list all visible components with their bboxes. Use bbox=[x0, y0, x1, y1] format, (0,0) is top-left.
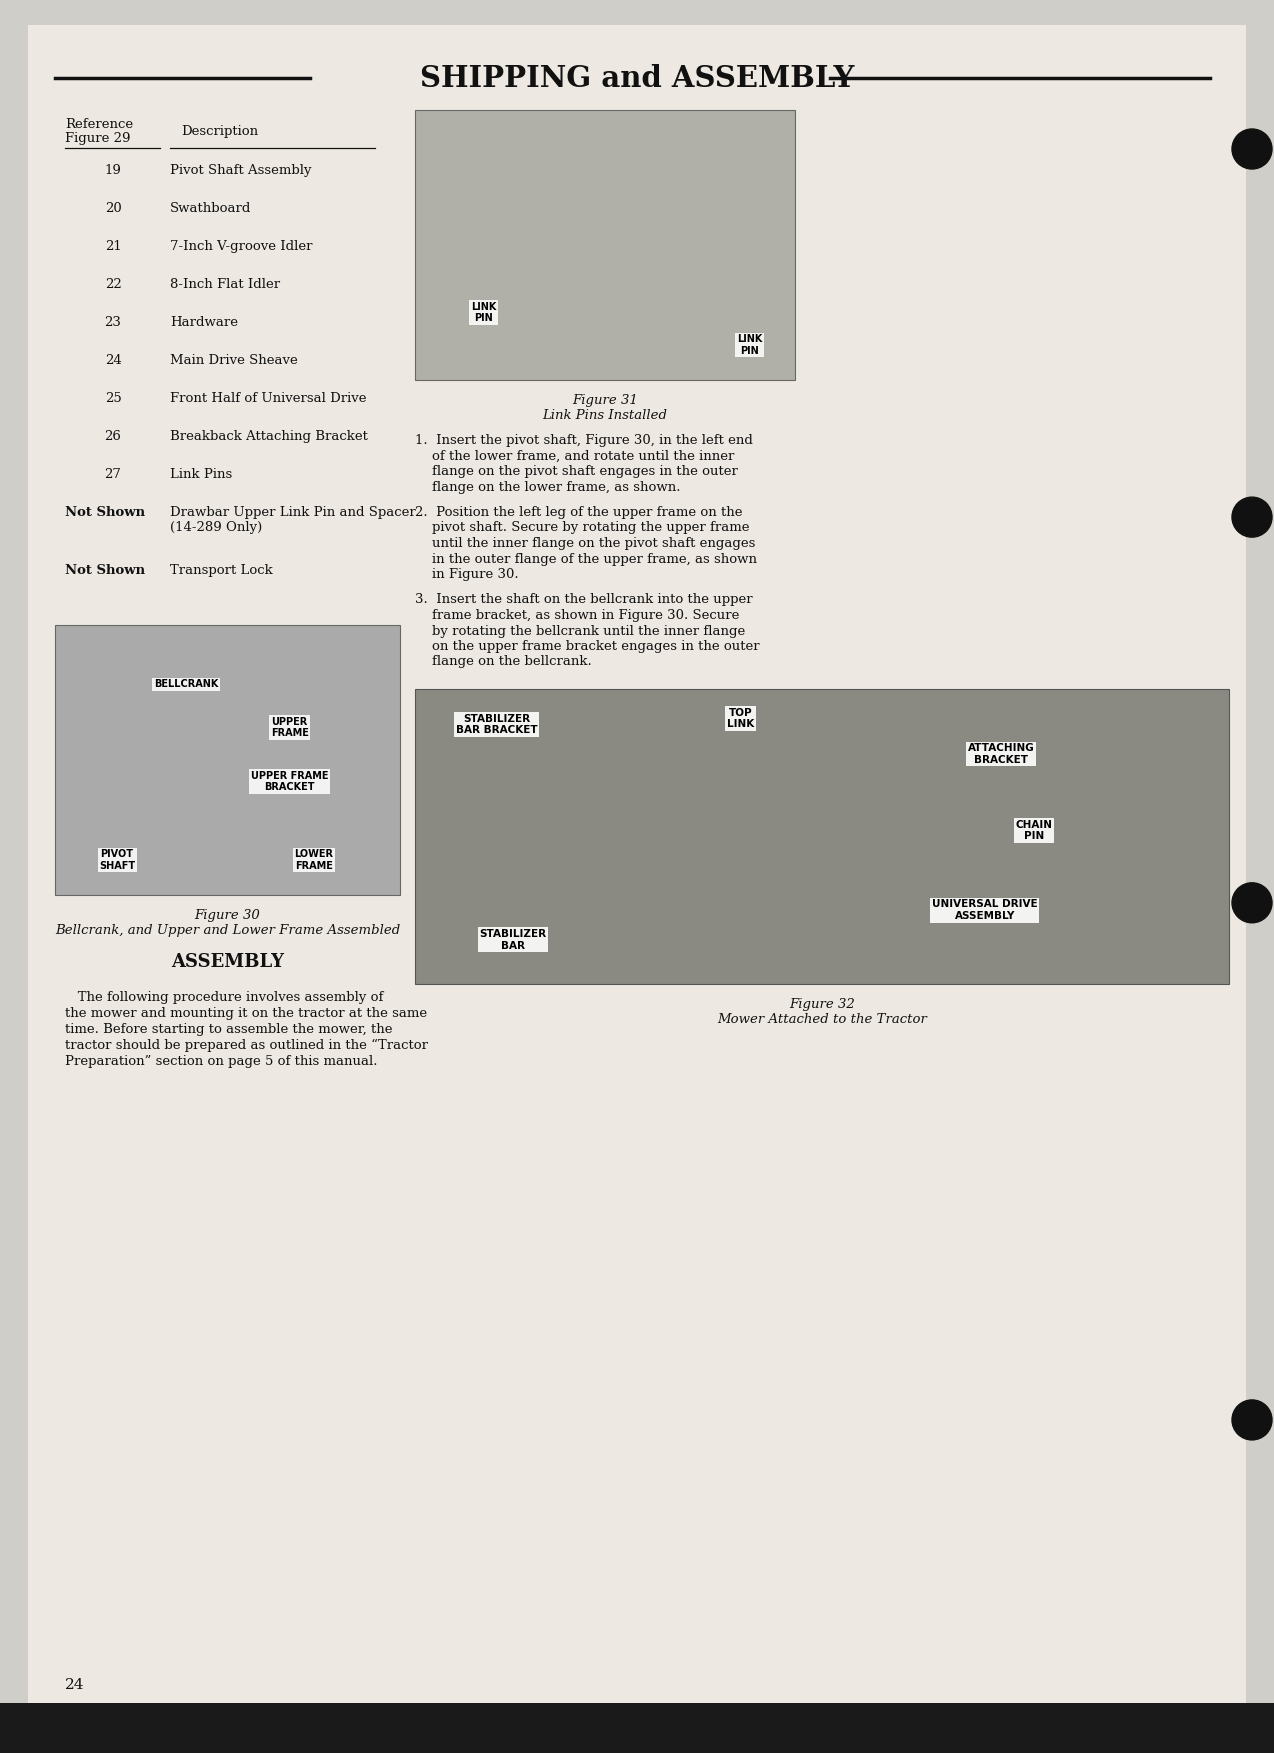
Bar bbox=[0, 1702, 1274, 1753]
Text: in Figure 30.: in Figure 30. bbox=[415, 568, 519, 580]
Text: Figure 29: Figure 29 bbox=[65, 131, 130, 145]
Text: ASSEMBLY: ASSEMBLY bbox=[171, 954, 284, 971]
Text: SHIPPING and ASSEMBLY: SHIPPING and ASSEMBLY bbox=[420, 63, 854, 93]
Bar bbox=[55, 626, 400, 896]
Text: Figure 31: Figure 31 bbox=[572, 394, 638, 407]
Circle shape bbox=[1232, 498, 1271, 536]
Text: Main Drive Sheave: Main Drive Sheave bbox=[169, 354, 298, 366]
Text: flange on the bellcrank.: flange on the bellcrank. bbox=[415, 656, 591, 668]
Text: by rotating the bellcrank until the inner flange: by rotating the bellcrank until the inne… bbox=[415, 624, 745, 638]
Text: STABILIZER
BAR: STABILIZER BAR bbox=[479, 929, 547, 950]
Text: Swathboard: Swathboard bbox=[169, 202, 251, 216]
Text: 20: 20 bbox=[104, 202, 121, 216]
Text: flange on the pivot shaft engages in the outer: flange on the pivot shaft engages in the… bbox=[415, 465, 738, 479]
Text: tractor should be prepared as outlined in the “Tractor: tractor should be prepared as outlined i… bbox=[65, 1040, 428, 1052]
Text: Reference: Reference bbox=[65, 117, 132, 131]
Text: 23: 23 bbox=[104, 316, 121, 330]
Text: Pivot Shaft Assembly: Pivot Shaft Assembly bbox=[169, 165, 312, 177]
Circle shape bbox=[1232, 1401, 1271, 1439]
Text: CHAIN
PIN: CHAIN PIN bbox=[1015, 820, 1052, 841]
Text: PIVOT
SHAFT: PIVOT SHAFT bbox=[99, 848, 135, 871]
Text: 19: 19 bbox=[104, 165, 121, 177]
Text: time. Before starting to assemble the mower, the: time. Before starting to assemble the mo… bbox=[65, 1024, 392, 1036]
Text: 26: 26 bbox=[104, 429, 121, 444]
Text: BELLCRANK: BELLCRANK bbox=[154, 680, 218, 689]
Text: UNIVERSAL DRIVE
ASSEMBLY: UNIVERSAL DRIVE ASSEMBLY bbox=[933, 899, 1037, 920]
Text: 3.  Insert the shaft on the bellcrank into the upper: 3. Insert the shaft on the bellcrank int… bbox=[415, 594, 753, 607]
Circle shape bbox=[1232, 884, 1271, 922]
Text: UPPER
FRAME: UPPER FRAME bbox=[270, 717, 308, 738]
Text: LINK
PIN: LINK PIN bbox=[736, 335, 762, 356]
Bar bbox=[415, 110, 795, 380]
Text: Hardware: Hardware bbox=[169, 316, 238, 330]
Text: 22: 22 bbox=[104, 279, 121, 291]
Circle shape bbox=[1232, 130, 1271, 168]
Text: STABILIZER
BAR BRACKET: STABILIZER BAR BRACKET bbox=[456, 713, 538, 735]
Text: 24: 24 bbox=[65, 1678, 84, 1692]
Text: Link Pins: Link Pins bbox=[169, 468, 232, 480]
Text: 21: 21 bbox=[104, 240, 121, 252]
Text: until the inner flange on the pivot shaft engages: until the inner flange on the pivot shaf… bbox=[415, 536, 755, 550]
Text: UPPER FRAME
BRACKET: UPPER FRAME BRACKET bbox=[251, 771, 329, 792]
Text: of the lower frame, and rotate until the inner: of the lower frame, and rotate until the… bbox=[415, 449, 734, 463]
Text: 25: 25 bbox=[104, 393, 121, 405]
Text: Mower Attached to the Tractor: Mower Attached to the Tractor bbox=[717, 1013, 927, 1026]
Text: Figure 30: Figure 30 bbox=[195, 910, 260, 922]
Text: LOWER
FRAME: LOWER FRAME bbox=[294, 848, 334, 871]
Text: Front Half of Universal Drive: Front Half of Universal Drive bbox=[169, 393, 367, 405]
Text: 1.  Insert the pivot shaft, Figure 30, in the left end: 1. Insert the pivot shaft, Figure 30, in… bbox=[415, 435, 753, 447]
Text: Link Pins Installed: Link Pins Installed bbox=[543, 408, 668, 422]
Text: Description: Description bbox=[181, 124, 259, 138]
Text: Drawbar Upper Link Pin and Spacer: Drawbar Upper Link Pin and Spacer bbox=[169, 507, 415, 519]
Text: Breakback Attaching Bracket: Breakback Attaching Bracket bbox=[169, 429, 368, 444]
Text: 2.  Position the left leg of the upper frame on the: 2. Position the left leg of the upper fr… bbox=[415, 507, 743, 519]
Text: Not Shown: Not Shown bbox=[65, 507, 145, 519]
Text: on the upper frame bracket engages in the outer: on the upper frame bracket engages in th… bbox=[415, 640, 759, 654]
Text: (14-289 Only): (14-289 Only) bbox=[169, 521, 262, 535]
Text: 24: 24 bbox=[104, 354, 121, 366]
Text: pivot shaft. Secure by rotating the upper frame: pivot shaft. Secure by rotating the uppe… bbox=[415, 521, 749, 535]
Text: Not Shown: Not Shown bbox=[65, 564, 145, 577]
Text: TOP
LINK: TOP LINK bbox=[727, 708, 754, 729]
Text: 8-Inch Flat Idler: 8-Inch Flat Idler bbox=[169, 279, 280, 291]
Text: LINK
PIN: LINK PIN bbox=[470, 302, 496, 323]
Text: the mower and mounting it on the tractor at the same: the mower and mounting it on the tractor… bbox=[65, 1006, 427, 1020]
Text: 27: 27 bbox=[104, 468, 121, 480]
Text: 7-Inch V-groove Idler: 7-Inch V-groove Idler bbox=[169, 240, 312, 252]
Text: Transport Lock: Transport Lock bbox=[169, 564, 273, 577]
Text: Bellcrank, and Upper and Lower Frame Assembled: Bellcrank, and Upper and Lower Frame Ass… bbox=[55, 924, 400, 938]
Text: Figure 32: Figure 32 bbox=[789, 997, 855, 1011]
Text: flange on the lower frame, as shown.: flange on the lower frame, as shown. bbox=[415, 480, 680, 494]
Text: Preparation” section on page 5 of this manual.: Preparation” section on page 5 of this m… bbox=[65, 1055, 377, 1068]
Text: frame bracket, as shown in Figure 30. Secure: frame bracket, as shown in Figure 30. Se… bbox=[415, 608, 739, 622]
Text: The following procedure involves assembly of: The following procedure involves assembl… bbox=[65, 990, 383, 1004]
Text: in the outer flange of the upper frame, as shown: in the outer flange of the upper frame, … bbox=[415, 552, 757, 566]
Bar bbox=[415, 689, 1229, 983]
Text: ATTACHING
BRACKET: ATTACHING BRACKET bbox=[968, 743, 1034, 764]
